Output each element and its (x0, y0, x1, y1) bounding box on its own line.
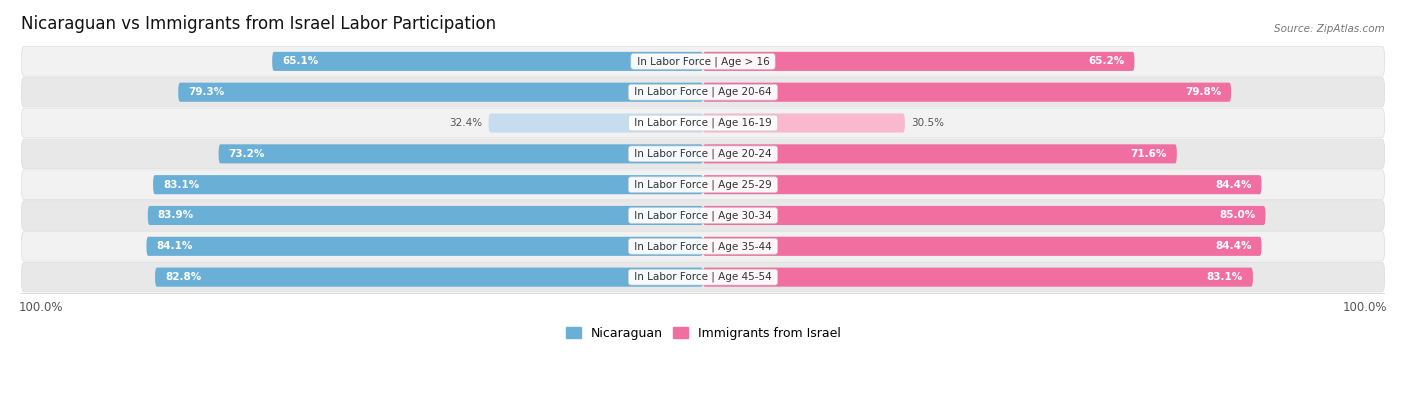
FancyBboxPatch shape (21, 231, 1385, 261)
Text: In Labor Force | Age 35-44: In Labor Force | Age 35-44 (631, 241, 775, 252)
Text: 83.9%: 83.9% (157, 211, 194, 220)
FancyBboxPatch shape (148, 206, 703, 225)
Text: In Labor Force | Age 16-19: In Labor Force | Age 16-19 (631, 118, 775, 128)
FancyBboxPatch shape (703, 237, 1261, 256)
FancyBboxPatch shape (703, 144, 1177, 164)
Text: In Labor Force | Age 25-29: In Labor Force | Age 25-29 (631, 179, 775, 190)
FancyBboxPatch shape (703, 52, 1135, 71)
FancyBboxPatch shape (21, 77, 1385, 107)
Text: 71.6%: 71.6% (1130, 149, 1167, 159)
FancyBboxPatch shape (155, 267, 703, 287)
Text: In Labor Force | Age 20-64: In Labor Force | Age 20-64 (631, 87, 775, 98)
Text: 84.1%: 84.1% (156, 241, 193, 251)
FancyBboxPatch shape (703, 267, 1253, 287)
FancyBboxPatch shape (703, 83, 1232, 102)
FancyBboxPatch shape (21, 108, 1385, 138)
FancyBboxPatch shape (21, 47, 1385, 76)
FancyBboxPatch shape (703, 175, 1261, 194)
Text: 32.4%: 32.4% (449, 118, 482, 128)
Text: 73.2%: 73.2% (229, 149, 264, 159)
FancyBboxPatch shape (703, 113, 905, 133)
Text: 79.8%: 79.8% (1185, 87, 1222, 97)
Text: 83.1%: 83.1% (1206, 272, 1243, 282)
Text: In Labor Force | Age 30-34: In Labor Force | Age 30-34 (631, 210, 775, 221)
Text: 84.4%: 84.4% (1215, 180, 1251, 190)
Text: Nicaraguan vs Immigrants from Israel Labor Participation: Nicaraguan vs Immigrants from Israel Lab… (21, 15, 496, 33)
FancyBboxPatch shape (153, 175, 703, 194)
FancyBboxPatch shape (21, 262, 1385, 292)
FancyBboxPatch shape (703, 206, 1265, 225)
Text: 83.1%: 83.1% (163, 180, 200, 190)
Text: 65.1%: 65.1% (283, 56, 318, 66)
FancyBboxPatch shape (21, 139, 1385, 169)
FancyBboxPatch shape (21, 170, 1385, 199)
FancyBboxPatch shape (21, 201, 1385, 230)
Text: In Labor Force | Age 45-54: In Labor Force | Age 45-54 (631, 272, 775, 282)
Text: In Labor Force | Age > 16: In Labor Force | Age > 16 (634, 56, 772, 67)
FancyBboxPatch shape (146, 237, 703, 256)
Text: 65.2%: 65.2% (1088, 56, 1125, 66)
FancyBboxPatch shape (218, 144, 703, 164)
Legend: Nicaraguan, Immigrants from Israel: Nicaraguan, Immigrants from Israel (561, 322, 845, 345)
Text: 85.0%: 85.0% (1219, 211, 1256, 220)
Text: Source: ZipAtlas.com: Source: ZipAtlas.com (1274, 24, 1385, 34)
Text: 84.4%: 84.4% (1215, 241, 1251, 251)
Text: 82.8%: 82.8% (165, 272, 201, 282)
FancyBboxPatch shape (179, 83, 703, 102)
Text: In Labor Force | Age 20-24: In Labor Force | Age 20-24 (631, 149, 775, 159)
Text: 79.3%: 79.3% (188, 87, 225, 97)
FancyBboxPatch shape (273, 52, 703, 71)
Text: 30.5%: 30.5% (911, 118, 945, 128)
FancyBboxPatch shape (489, 113, 703, 133)
